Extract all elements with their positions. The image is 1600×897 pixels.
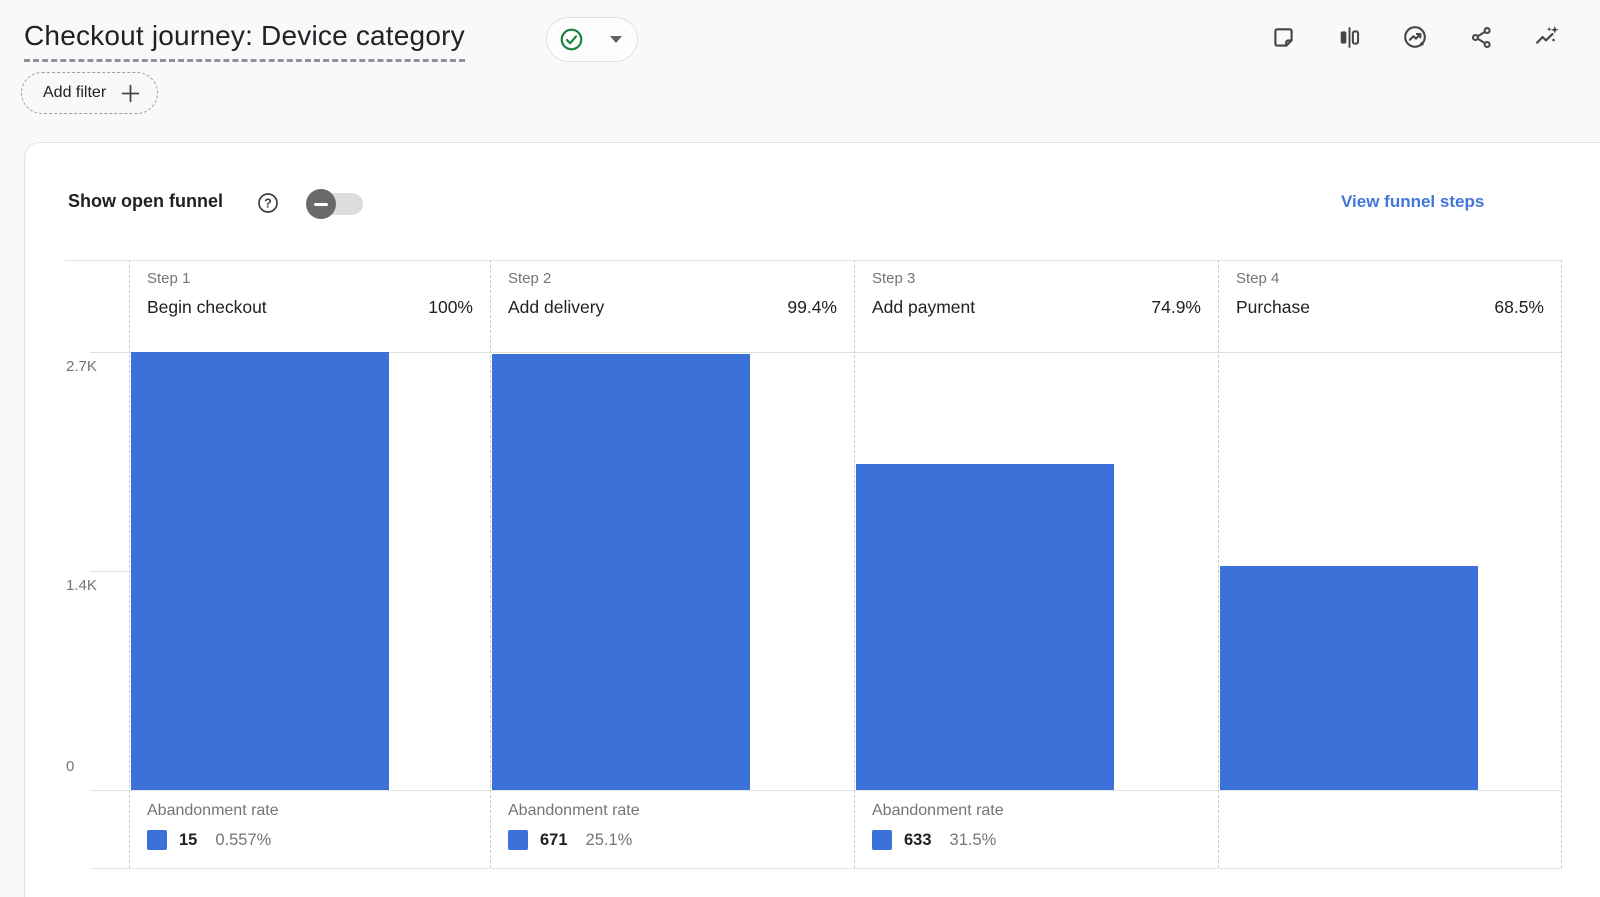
step-label: Step 1 — [147, 270, 191, 287]
abandonment-section: Abandonment rate 633 31.5% — [872, 802, 1208, 850]
add-filter-button[interactable]: Add filter — [21, 72, 159, 114]
funnel-bar[interactable] — [1220, 566, 1478, 790]
step-label: Step 2 — [508, 270, 552, 287]
toolbar — [1268, 22, 1562, 52]
legend-swatch — [147, 830, 167, 850]
step-completion-rate: 74.9% — [1151, 297, 1201, 317]
step-name-row: Purchase 68.5% — [1236, 297, 1544, 318]
funnel-step-column: Step 4 Purchase 68.5% — [1218, 260, 1561, 868]
legend-swatch — [508, 830, 528, 850]
step-name: Add delivery — [508, 297, 605, 317]
abandonment-count: 671 — [540, 830, 568, 849]
sticky-note-icon[interactable] — [1268, 22, 1298, 52]
abandonment-legend-row: 633 31.5% — [872, 830, 1208, 850]
ytick-mid — [90, 571, 127, 572]
abandonment-count: 633 — [904, 830, 932, 849]
step-label: Step 4 — [1236, 270, 1280, 287]
abandonment-rate-label: Abandonment rate — [508, 802, 640, 819]
footer-bottom-border — [90, 868, 1562, 869]
chart-right-dashed-border — [1561, 260, 1562, 868]
ytick-label-max: 2.7K — [66, 358, 97, 375]
ytick-label-mid: 1.4K — [66, 577, 97, 594]
page-title[interactable]: Checkout journey: Device category — [24, 20, 465, 62]
chevron-down-icon — [610, 36, 622, 43]
funnel-step-column: Step 1 Begin checkout 100% Abandonment rate… — [129, 260, 490, 868]
legend-swatch — [872, 830, 892, 850]
check-circle-icon — [558, 26, 585, 53]
gridline-max — [90, 352, 1562, 353]
abandonment-section: Abandonment rate 671 25.1% — [508, 802, 844, 850]
step-name-row: Begin checkout 100% — [147, 297, 473, 318]
step-completion-rate: 99.4% — [787, 297, 837, 317]
step-completion-rate: 68.5% — [1494, 297, 1544, 317]
show-open-funnel-toggle[interactable] — [306, 188, 368, 220]
funnel-bar[interactable] — [856, 464, 1114, 790]
show-open-funnel-label: Show open funnel — [68, 191, 223, 211]
ytick-label-zero: 0 — [66, 758, 75, 775]
add-filter-label: Add filter — [43, 84, 107, 101]
toggle-thumb — [306, 189, 336, 219]
svg-text:?: ? — [264, 196, 272, 210]
abandonment-section: Abandonment rate 15 0.557% — [147, 802, 480, 850]
insights-sparkline-icon[interactable] — [1532, 22, 1562, 52]
step-completion-rate: 100% — [428, 297, 473, 317]
view-funnel-steps-link[interactable]: View funnel steps — [1341, 192, 1485, 211]
step-label: Step 3 — [872, 270, 916, 287]
step-name: Add payment — [872, 297, 976, 317]
minus-icon — [314, 202, 328, 206]
step-name: Begin checkout — [147, 297, 267, 317]
comparison-bars-icon[interactable] — [1334, 22, 1364, 52]
step-name-row: Add payment 74.9% — [872, 297, 1201, 318]
validation-badge-button[interactable] — [546, 17, 638, 62]
abandonment-rate-label: Abandonment rate — [147, 802, 279, 819]
plus-icon — [120, 83, 141, 104]
abandonment-rate-value: 31.5% — [949, 830, 997, 849]
abandonment-legend-row: 671 25.1% — [508, 830, 844, 850]
chart-trend-circle-icon[interactable] — [1400, 22, 1430, 52]
step-name: Purchase — [1236, 297, 1310, 317]
chart-header-top-border — [65, 260, 1562, 261]
abandonment-rate-label: Abandonment rate — [872, 802, 1004, 819]
funnel-bar[interactable] — [492, 354, 750, 790]
abandonment-count: 15 — [179, 830, 198, 849]
step-name-row: Add delivery 99.4% — [508, 297, 837, 318]
share-icon[interactable] — [1466, 22, 1496, 52]
funnel-step-column: Step 2 Add delivery 99.4% Abandonment rate 6… — [490, 260, 854, 868]
help-icon[interactable]: ? — [256, 191, 280, 218]
abandonment-rate-value: 25.1% — [585, 830, 633, 849]
chart-baseline — [90, 790, 1562, 791]
funnel-step-column: Step 3 Add payment 74.9% Abandonment rate 63… — [854, 260, 1218, 868]
funnel-bar[interactable] — [131, 352, 389, 790]
abandonment-legend-row: 15 0.557% — [147, 830, 480, 850]
abandonment-rate-value: 0.557% — [215, 830, 272, 849]
